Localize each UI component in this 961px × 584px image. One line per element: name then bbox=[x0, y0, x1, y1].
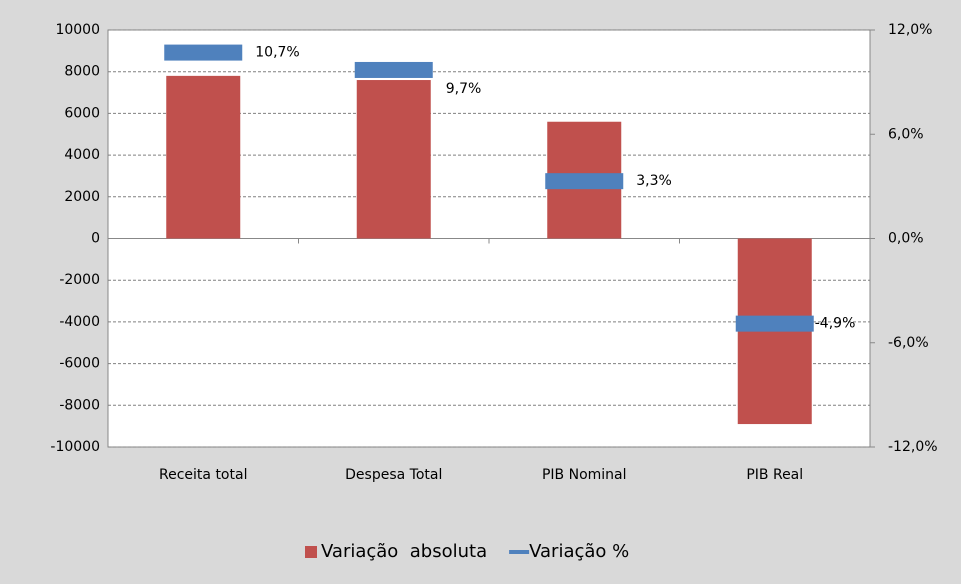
y-tick-label: 10000 bbox=[55, 22, 100, 38]
y-tick-label: 6000 bbox=[64, 105, 100, 121]
legend-label: Variação % bbox=[529, 541, 629, 562]
y2-tick-label: 6,0% bbox=[888, 126, 924, 142]
legend-swatch bbox=[305, 546, 317, 558]
y2-tick-label: 0,0% bbox=[888, 231, 924, 247]
legend-swatch bbox=[509, 550, 530, 554]
y2-tick-label: -12,0% bbox=[888, 439, 938, 455]
legend-label: Variação absoluta bbox=[321, 541, 487, 562]
y-tick-label: 0 bbox=[91, 231, 100, 247]
data-label: 3,3% bbox=[636, 173, 672, 189]
y-tick-label: 4000 bbox=[64, 147, 100, 163]
y2-tick-label: 12,0% bbox=[888, 22, 932, 38]
y-tick-label: -10000 bbox=[50, 439, 100, 455]
marker bbox=[545, 173, 624, 190]
y-tick-label: 8000 bbox=[64, 64, 100, 80]
bar bbox=[356, 80, 431, 239]
y-tick-label: -4000 bbox=[59, 314, 100, 330]
x-tick-label: Receita total bbox=[159, 467, 247, 483]
y2-tick-label: -6,0% bbox=[888, 335, 929, 351]
x-tick-label: Despesa Total bbox=[345, 467, 442, 483]
y-tick-label: -2000 bbox=[59, 272, 100, 288]
y-tick-label: -8000 bbox=[59, 397, 100, 413]
data-label: 10,7% bbox=[255, 45, 299, 61]
data-label: 9,7% bbox=[446, 81, 482, 97]
y-tick-label: 2000 bbox=[64, 189, 100, 205]
bar bbox=[166, 75, 241, 239]
x-tick-label: PIB Real bbox=[746, 467, 803, 483]
marker bbox=[735, 315, 814, 332]
y-tick-label: -6000 bbox=[59, 356, 100, 372]
x-tick-label: PIB Nominal bbox=[542, 467, 627, 483]
data-label: -4,9% bbox=[815, 316, 856, 332]
marker bbox=[164, 44, 243, 61]
marker bbox=[354, 61, 433, 78]
